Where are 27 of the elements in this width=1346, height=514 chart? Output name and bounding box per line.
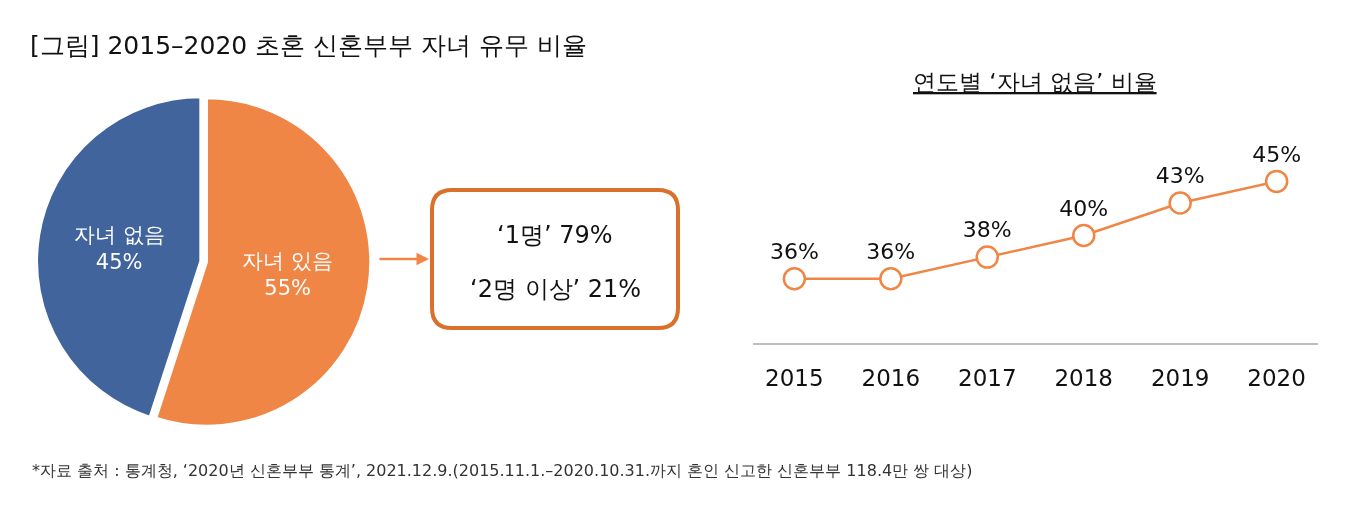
data-label: 40% (1059, 195, 1109, 221)
data-label: 36% (769, 239, 819, 265)
point (975, 245, 1000, 269)
text: ‘2명 이상’ 21% (470, 275, 642, 303)
point (879, 267, 903, 291)
text: *자료 출처 : 통계청, ‘2020년 신혼부부 통계’, 2021.12.9.(2015.11.1.–2020.10.31.까지 혼인 신고한 신혼부부 118.4만 쌍 대상) (32, 461, 973, 480)
text: ‘1명’ 79% (497, 221, 613, 249)
data-label: 43% (1155, 163, 1205, 189)
data-label: 55% (264, 276, 311, 301)
chart-title: [그림] 2015–2020 초혼 신혼부부 자녀 유무 비율 (30, 30, 587, 60)
x-tick-label: 2018 (1054, 365, 1113, 392)
data-label: 45% (1252, 141, 1302, 167)
point (782, 267, 807, 291)
x-tick-label: 2020 (1247, 365, 1306, 392)
x-tick-label: 2019 (1150, 365, 1210, 392)
point (1071, 223, 1096, 248)
x-tick-label: 2016 (861, 365, 921, 392)
x-tick-label: 2017 (958, 365, 1017, 392)
point (1264, 169, 1289, 194)
data-label: 45% (95, 249, 143, 274)
data-label: 36% (866, 239, 916, 265)
x-tick-label: 2015 (765, 365, 824, 392)
slice-label: 자녀 있음 (242, 249, 333, 274)
slice-label: 자녀 없음 (73, 222, 165, 247)
data-label: 38% (962, 217, 1012, 243)
point (1168, 191, 1192, 215)
chart-title: 연도별 ‘자녀 없음’ 비율 (913, 69, 1157, 95)
